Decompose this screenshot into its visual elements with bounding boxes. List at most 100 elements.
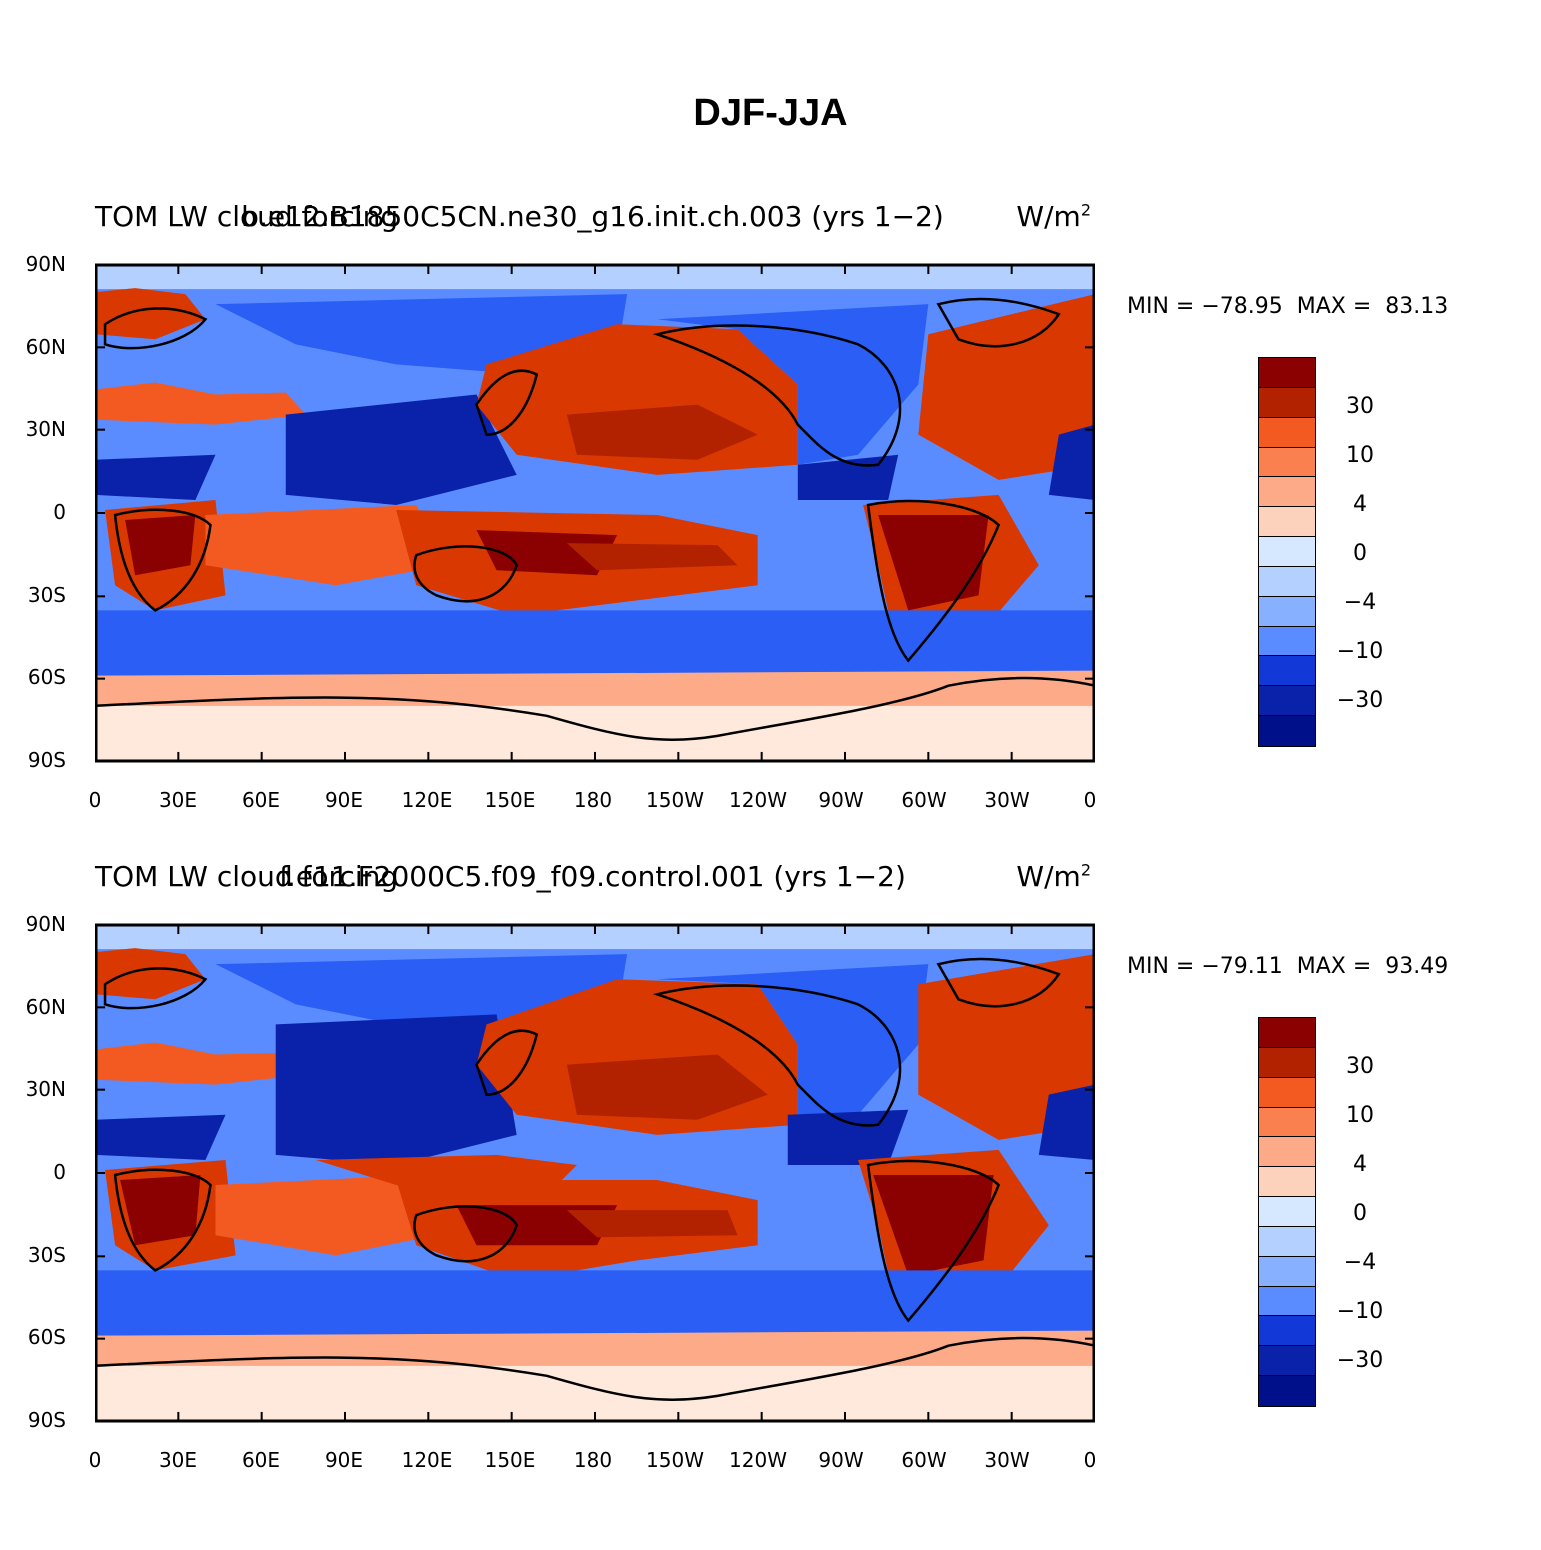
min-max-readout: MIN = −79.11 MAX = 93.49	[1127, 954, 1448, 979]
colorbar-label: −4	[1343, 1250, 1377, 1275]
lat-tick-label: 30S	[27, 583, 66, 607]
panel-units-label: W/m2	[1016, 200, 1091, 233]
lon-tick-label: 60E	[241, 1448, 281, 1472]
panel-case-label: b.e12.B1850C5CN.ne30_g16.init.ch.003 (yr…	[241, 200, 944, 233]
lat-tick-label: 60N	[25, 335, 66, 359]
colorbar	[1258, 1017, 1316, 1407]
north-pacific-core	[566, 404, 758, 460]
panel-variable-label: TOM LW cloud forcing	[95, 860, 399, 893]
coastlines	[95, 297, 1095, 742]
colorbar-segment	[1259, 1197, 1315, 1227]
lat-tick-label: 90S	[27, 1408, 66, 1432]
lon-tick-label: 30W	[984, 1448, 1030, 1472]
lon-tick-label: 30W	[984, 788, 1030, 812]
lat-tick-label: 60N	[25, 995, 66, 1019]
map-panel-top: TOM LW cloud forcing b.e12.B1850C5CN.ne3…	[0, 190, 1541, 890]
colorbar-label: 10	[1346, 443, 1374, 468]
colorbar-segment	[1259, 417, 1315, 448]
map-frame	[95, 923, 1095, 1423]
mediterranean-warm-region	[95, 382, 306, 425]
colorbar-segment	[1259, 1376, 1315, 1406]
southern-africa-core	[120, 1175, 201, 1246]
colorbar-segment	[1259, 1077, 1315, 1108]
colorbar-label: 10	[1346, 1103, 1374, 1128]
antarctic-band	[95, 705, 1095, 762]
map-frame	[95, 263, 1095, 763]
maritime-continent-core	[476, 530, 618, 576]
lon-tick-label: 0	[88, 788, 102, 812]
northern-indian-warm-region	[315, 1154, 577, 1186]
colorbar-segment	[1259, 656, 1315, 687]
lon-tick-label: 0	[1083, 1448, 1097, 1472]
colorbar-label: −30	[1336, 1348, 1384, 1373]
colorbar-segment	[1259, 387, 1315, 418]
indian-ocean-warm-region	[215, 1175, 437, 1256]
colorbar-label: 4	[1353, 492, 1367, 517]
colorbar-label: 30	[1346, 1054, 1374, 1079]
colorbar-label: 30	[1346, 394, 1374, 419]
colorbar-segment	[1259, 447, 1315, 478]
lon-tick-label: 120E	[401, 1448, 453, 1472]
panel-case-label: f.e11.F2000C5.f09_f09.control.001 (yrs 1…	[279, 860, 906, 893]
lon-tick-label: 30E	[158, 1448, 198, 1472]
panel-variable-label: TOM LW cloud forcing	[95, 200, 399, 233]
colorbar-label: −4	[1343, 590, 1377, 615]
lon-tick-label: 150E	[484, 788, 536, 812]
lat-tick-label: 30N	[25, 417, 66, 441]
colorbar-segment	[1259, 1018, 1315, 1048]
lon-tick-label: 60W	[901, 788, 947, 812]
sahel-cold-region	[95, 454, 216, 500]
colorbar-segment	[1259, 1346, 1315, 1377]
colorbar-label: −10	[1336, 1299, 1384, 1324]
figure-title: DJF-JJA	[693, 92, 848, 134]
tropical-atlantic-cold-region	[1048, 424, 1095, 500]
min-readout: MIN = −79.11	[1127, 954, 1283, 979]
north-pacific-core	[566, 1054, 768, 1120]
lat-tick-label: 0	[53, 500, 66, 524]
panel-units-label: W/m2	[1016, 860, 1091, 893]
lon-tick-label: 30E	[158, 788, 198, 812]
central-america-cold-region	[787, 1109, 909, 1165]
colorbar-segment	[1259, 477, 1315, 508]
max-readout: MAX = 93.49	[1296, 954, 1449, 979]
lon-tick-label: 90E	[324, 1448, 364, 1472]
colorbar-segment	[1259, 1316, 1315, 1347]
lon-tick-label: 60W	[901, 1448, 947, 1472]
lon-tick-label: 120W	[729, 1448, 787, 1472]
colorbar-segment	[1259, 507, 1315, 538]
colorbar-segment	[1259, 716, 1315, 746]
colorbar-segment	[1259, 1286, 1315, 1317]
colorbar-segment	[1259, 1167, 1315, 1198]
lon-tick-label: 0	[88, 1448, 102, 1472]
cloud-forcing-map	[95, 923, 1095, 1423]
southern-africa-core	[125, 515, 196, 576]
colorbar-label: −10	[1336, 639, 1384, 664]
lat-tick-label: 90N	[25, 912, 66, 936]
lon-tick-label: 180	[573, 1448, 613, 1472]
min-max-readout: MIN = −78.95 MAX = 83.13	[1127, 294, 1448, 319]
lat-tick-label: 60S	[27, 665, 66, 689]
lon-tick-label: 60E	[241, 788, 281, 812]
southern-ocean-cold-band	[95, 1270, 1095, 1336]
colorbar-segment	[1259, 358, 1315, 388]
lon-tick-label: 120E	[401, 788, 453, 812]
min-readout: MIN = −78.95	[1127, 294, 1283, 319]
colorbar-segment	[1259, 1107, 1315, 1138]
lon-tick-label: 150W	[646, 788, 704, 812]
antarctic-band	[95, 1365, 1095, 1422]
spcz-core	[566, 1210, 738, 1238]
max-readout: MAX = 83.13	[1296, 294, 1449, 319]
cloud-forcing-map	[95, 263, 1095, 763]
lon-tick-label: 90E	[324, 788, 364, 812]
lon-tick-label: 90W	[818, 788, 864, 812]
asia-monsoon-cold-region	[275, 1014, 517, 1165]
colorbar-segment	[1259, 686, 1315, 717]
lat-tick-label: 60S	[27, 1325, 66, 1349]
lon-tick-label: 150E	[484, 1448, 536, 1472]
colorbar-label: −30	[1336, 688, 1384, 713]
tropical-atlantic-cold-region	[1038, 1084, 1095, 1160]
coastlines	[95, 957, 1095, 1402]
colorbar-label: 4	[1353, 1152, 1367, 1177]
colorbar-segment	[1259, 626, 1315, 657]
lon-tick-label: 150W	[646, 1448, 704, 1472]
